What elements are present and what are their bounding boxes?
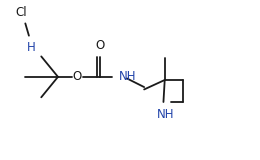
Text: NH: NH — [157, 108, 175, 121]
Text: O: O — [96, 40, 105, 52]
Text: NH: NH — [118, 70, 136, 83]
Text: O: O — [73, 70, 82, 83]
Text: H: H — [27, 41, 35, 54]
Text: Cl: Cl — [16, 6, 27, 19]
